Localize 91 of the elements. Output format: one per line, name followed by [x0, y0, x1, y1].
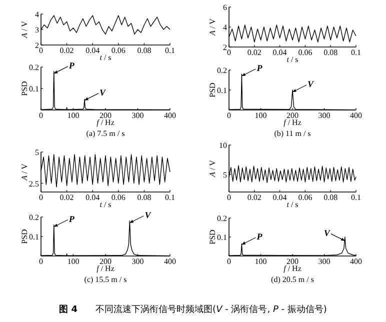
text: (a) 7.5 m / s	[86, 129, 125, 138]
x-tick-label: 0.08	[137, 46, 152, 55]
text: (c) 15.5 m / s	[84, 275, 127, 284]
annotation: P	[256, 232, 263, 242]
annotation: V	[100, 87, 107, 98]
y-axis-title: A / V	[208, 160, 217, 178]
y-axis-title: A / V	[20, 163, 29, 182]
x-axis-title: t / s	[100, 53, 112, 62]
x-axis-title: t / s	[100, 200, 112, 209]
x-tick-label: 0.02	[247, 193, 262, 202]
y-tick-label: 4	[35, 10, 39, 19]
x-axis-title: f / Hz	[284, 264, 302, 273]
x-tick-label: 0.06	[111, 193, 126, 202]
x-tick-label: 0	[39, 257, 43, 266]
x-tick-label: 0	[39, 46, 43, 55]
y-tick-label: 0.2	[29, 213, 39, 222]
annotation: P	[256, 63, 263, 73]
x-tick-label: 0.06	[298, 48, 312, 57]
y-axis-title: PSD	[20, 228, 29, 244]
x-axis-title: t / s	[286, 200, 298, 209]
y-axis-title: A / V	[208, 18, 217, 36]
x-tick-label: 0.1	[165, 46, 175, 55]
annotation: V	[144, 210, 152, 220]
x-axis-title: f / Hz	[96, 264, 115, 273]
y-tick-label: 5	[223, 170, 227, 180]
x-tick-label: 200	[100, 257, 112, 266]
text: 图 4 不同流速下涡衔信号时频域图(V - 涡衔信号, P - 振动信号)	[59, 305, 327, 315]
annotation: V	[324, 228, 331, 238]
x-tick-label: 0	[227, 193, 231, 202]
x-tick-label: 100	[254, 111, 267, 120]
y-tick-label: 5	[35, 148, 39, 157]
x-tick-label: 0	[39, 193, 43, 202]
x-tick-label: 0.04	[272, 193, 287, 202]
y-tick-label: 0.2	[29, 63, 39, 72]
x-tick-label: 0.02	[247, 48, 262, 57]
x-tick-label: 400	[164, 257, 176, 266]
y-tick-label: 10	[219, 141, 227, 150]
annotation: P	[68, 60, 75, 70]
x-tick-label: 0.08	[324, 193, 338, 202]
x-axis-title: t / s	[286, 55, 298, 64]
annotation: V	[308, 79, 314, 89]
text: (d) 20.5 m / s	[271, 275, 314, 284]
x-tick-label: 0	[39, 111, 43, 120]
y-tick-label: 2.5	[29, 179, 39, 188]
y-axis-title: PSD	[208, 229, 217, 244]
x-tick-label: 100	[67, 257, 80, 266]
x-tick-label: 200	[100, 111, 112, 120]
x-tick-label: 0.04	[86, 193, 100, 202]
y-tick-label: 0.1	[29, 84, 39, 94]
x-tick-label: 300	[318, 257, 330, 266]
x-tick-label: 0.08	[137, 193, 152, 202]
y-tick-label: 0.2	[217, 214, 227, 223]
x-tick-label: 0.04	[272, 48, 287, 57]
y-axis-title: PSD	[208, 82, 217, 98]
x-tick-label: 0.04	[86, 46, 100, 55]
x-tick-label: 0.1	[351, 48, 361, 57]
x-tick-label: 0.1	[165, 193, 175, 202]
y-tick-label: 6	[223, 3, 227, 12]
y-tick-label: 4	[223, 23, 227, 32]
x-tick-label: 400	[164, 111, 176, 120]
x-tick-label: 0	[227, 111, 231, 120]
x-tick-label: 100	[254, 257, 267, 266]
x-tick-label: 0.06	[298, 193, 312, 202]
x-tick-label: 0.06	[111, 46, 126, 55]
x-tick-label: 0	[227, 257, 231, 266]
annotation: P	[68, 214, 75, 224]
x-tick-label: 0.1	[351, 193, 361, 202]
y-tick-label: 0.1	[217, 86, 227, 95]
x-tick-label: 0.02	[60, 193, 74, 202]
y-axis-title: PSD	[20, 80, 29, 96]
x-tick-label: 300	[132, 111, 144, 120]
x-axis-title: f / Hz	[96, 118, 115, 127]
x-tick-label: 0	[227, 48, 231, 57]
x-tick-label: 0.08	[324, 48, 338, 57]
x-tick-label: 400	[350, 111, 362, 120]
y-tick-label: 3	[35, 26, 39, 34]
y-tick-label: 0.1	[29, 232, 39, 242]
y-tick-label: 2	[35, 41, 39, 50]
y-tick-label: 2	[223, 43, 227, 52]
x-tick-label: 200	[286, 111, 298, 120]
x-tick-label: 200	[286, 257, 298, 266]
x-tick-label: 400	[350, 257, 362, 266]
x-axis-title: f / Hz	[284, 118, 302, 127]
x-tick-label: 300	[318, 111, 330, 120]
y-tick-label: 0.2	[217, 66, 227, 75]
y-axis-title: A / V	[20, 20, 29, 39]
x-tick-label: 100	[67, 111, 80, 120]
x-tick-label: 0.02	[60, 46, 74, 55]
x-tick-label: 300	[132, 257, 144, 266]
text: (b) 11 m / s	[274, 129, 311, 138]
y-tick-label: 0.1	[217, 233, 227, 242]
